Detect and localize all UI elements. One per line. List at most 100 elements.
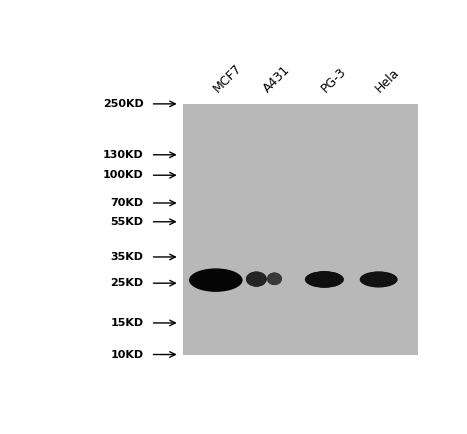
Ellipse shape — [247, 272, 266, 286]
Ellipse shape — [269, 275, 280, 283]
Ellipse shape — [366, 274, 391, 285]
Ellipse shape — [375, 278, 382, 281]
Ellipse shape — [271, 276, 278, 282]
Ellipse shape — [192, 270, 239, 290]
Ellipse shape — [372, 277, 385, 282]
Ellipse shape — [209, 277, 223, 283]
Ellipse shape — [273, 277, 276, 280]
Ellipse shape — [377, 279, 380, 280]
Ellipse shape — [272, 276, 277, 281]
Text: 70KD: 70KD — [110, 198, 143, 208]
Ellipse shape — [376, 278, 381, 280]
Ellipse shape — [361, 272, 396, 287]
Ellipse shape — [189, 268, 242, 292]
Ellipse shape — [250, 274, 262, 284]
Ellipse shape — [267, 273, 282, 285]
Ellipse shape — [371, 276, 386, 283]
Bar — [183, 104, 418, 355]
Ellipse shape — [367, 274, 391, 285]
Ellipse shape — [270, 276, 278, 282]
Text: Hela: Hela — [373, 66, 403, 95]
Ellipse shape — [246, 272, 267, 286]
Ellipse shape — [368, 275, 389, 284]
Ellipse shape — [367, 275, 390, 284]
Ellipse shape — [200, 273, 232, 287]
Ellipse shape — [192, 270, 240, 291]
Text: 15KD: 15KD — [110, 318, 143, 328]
Ellipse shape — [274, 278, 275, 279]
Ellipse shape — [315, 276, 333, 283]
Ellipse shape — [199, 273, 233, 287]
Ellipse shape — [360, 271, 398, 287]
Ellipse shape — [213, 279, 219, 281]
Ellipse shape — [255, 278, 258, 280]
Ellipse shape — [362, 273, 395, 286]
Ellipse shape — [369, 276, 388, 283]
Ellipse shape — [370, 276, 388, 283]
Ellipse shape — [322, 279, 326, 280]
Ellipse shape — [255, 278, 258, 280]
Ellipse shape — [363, 273, 395, 286]
Ellipse shape — [247, 272, 266, 286]
Ellipse shape — [312, 274, 337, 285]
Ellipse shape — [310, 273, 339, 286]
Ellipse shape — [205, 276, 226, 285]
Ellipse shape — [201, 273, 231, 287]
Ellipse shape — [267, 273, 282, 285]
Ellipse shape — [368, 275, 389, 284]
Ellipse shape — [268, 273, 281, 285]
Ellipse shape — [272, 277, 276, 280]
Ellipse shape — [268, 273, 281, 284]
Ellipse shape — [320, 277, 329, 281]
Ellipse shape — [194, 271, 237, 289]
Ellipse shape — [251, 275, 262, 283]
Ellipse shape — [311, 274, 338, 285]
Ellipse shape — [210, 277, 222, 283]
Ellipse shape — [272, 276, 277, 281]
Ellipse shape — [315, 275, 334, 284]
Ellipse shape — [269, 274, 281, 284]
Ellipse shape — [309, 273, 340, 286]
Ellipse shape — [318, 276, 331, 282]
Ellipse shape — [270, 275, 279, 283]
Ellipse shape — [253, 276, 260, 282]
Ellipse shape — [202, 274, 230, 286]
Ellipse shape — [307, 272, 341, 287]
Ellipse shape — [269, 274, 280, 283]
Ellipse shape — [252, 276, 261, 283]
Ellipse shape — [270, 275, 279, 283]
Ellipse shape — [212, 279, 219, 282]
Ellipse shape — [365, 274, 392, 285]
Ellipse shape — [322, 278, 327, 280]
Ellipse shape — [268, 273, 281, 284]
Ellipse shape — [375, 278, 382, 281]
Ellipse shape — [249, 274, 263, 284]
Ellipse shape — [377, 279, 381, 280]
Ellipse shape — [317, 276, 332, 283]
Ellipse shape — [307, 272, 342, 287]
Ellipse shape — [250, 275, 262, 283]
Text: 130KD: 130KD — [103, 150, 143, 160]
Ellipse shape — [308, 273, 341, 286]
Ellipse shape — [269, 275, 279, 283]
Ellipse shape — [321, 278, 328, 281]
Text: 55KD: 55KD — [110, 217, 143, 227]
Ellipse shape — [305, 271, 344, 288]
Ellipse shape — [314, 275, 335, 284]
Ellipse shape — [248, 273, 265, 285]
Ellipse shape — [248, 273, 264, 285]
Ellipse shape — [254, 278, 258, 281]
Ellipse shape — [363, 273, 394, 286]
Ellipse shape — [208, 276, 224, 284]
Ellipse shape — [320, 278, 328, 281]
Ellipse shape — [373, 277, 384, 282]
Ellipse shape — [316, 276, 333, 283]
Ellipse shape — [365, 273, 393, 285]
Ellipse shape — [202, 274, 229, 286]
Ellipse shape — [274, 278, 275, 279]
Ellipse shape — [372, 276, 386, 283]
Ellipse shape — [374, 277, 384, 282]
Ellipse shape — [198, 272, 234, 288]
Ellipse shape — [364, 273, 393, 286]
Ellipse shape — [253, 276, 260, 282]
